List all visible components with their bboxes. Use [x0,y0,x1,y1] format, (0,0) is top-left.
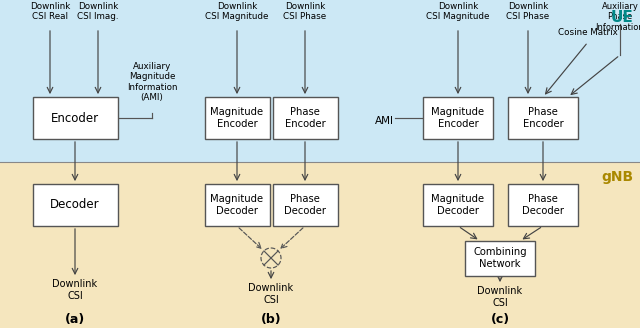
Text: Decoder: Decoder [50,198,100,212]
Bar [0,162,640,328]
Bar [508,184,578,226]
Bar [423,97,493,139]
Text: Downlink
CSI: Downlink CSI [52,279,97,300]
Text: Magnitude
Encoder: Magnitude Encoder [211,107,264,129]
Text: gNB: gNB [601,170,633,184]
Text: Downlink
CSI: Downlink CSI [477,286,523,308]
Text: UE: UE [611,10,633,25]
Bar [205,184,269,226]
Text: Phase
Encoder: Phase Encoder [523,107,563,129]
Bar [205,97,269,139]
Text: Encoder: Encoder [51,112,99,125]
Text: Downlink
CSI Phase: Downlink CSI Phase [506,2,550,21]
Text: Magnitude
Decoder: Magnitude Decoder [211,194,264,216]
Text: Cosine Matrix: Cosine Matrix [558,28,618,37]
Text: Phase
Decoder: Phase Decoder [284,194,326,216]
Text: Phase
Encoder: Phase Encoder [285,107,325,129]
Text: Downlink
CSI Phase: Downlink CSI Phase [284,2,326,21]
Text: Auxiliary
Phase
Information: Auxiliary Phase Information [596,2,640,32]
Text: Downlink
CSI Magnitude: Downlink CSI Magnitude [426,2,490,21]
Text: (c): (c) [490,313,509,326]
Bar [33,97,118,139]
Text: Downlink
CSI Magnitude: Downlink CSI Magnitude [205,2,269,21]
Text: Combining
Network: Combining Network [473,247,527,269]
Text: Auxiliary
Magnitude
Information
(AMI): Auxiliary Magnitude Information (AMI) [127,62,177,102]
Bar [33,184,118,226]
Bar [0,0,640,162]
Text: (b): (b) [260,313,282,326]
Bar [273,184,337,226]
Text: (a): (a) [65,313,85,326]
Bar [508,97,578,139]
Text: Phase
Decoder: Phase Decoder [522,194,564,216]
Text: Downlink
CSI Imag.: Downlink CSI Imag. [77,2,119,21]
Text: Magnitude
Encoder: Magnitude Encoder [431,107,484,129]
Bar [465,240,535,276]
Text: Downlink
CSI: Downlink CSI [248,283,294,305]
Bar [423,184,493,226]
Text: Magnitude
Decoder: Magnitude Decoder [431,194,484,216]
Bar [273,97,337,139]
Text: AMI: AMI [375,116,394,126]
Text: Downlink
CSI Real: Downlink CSI Real [30,2,70,21]
